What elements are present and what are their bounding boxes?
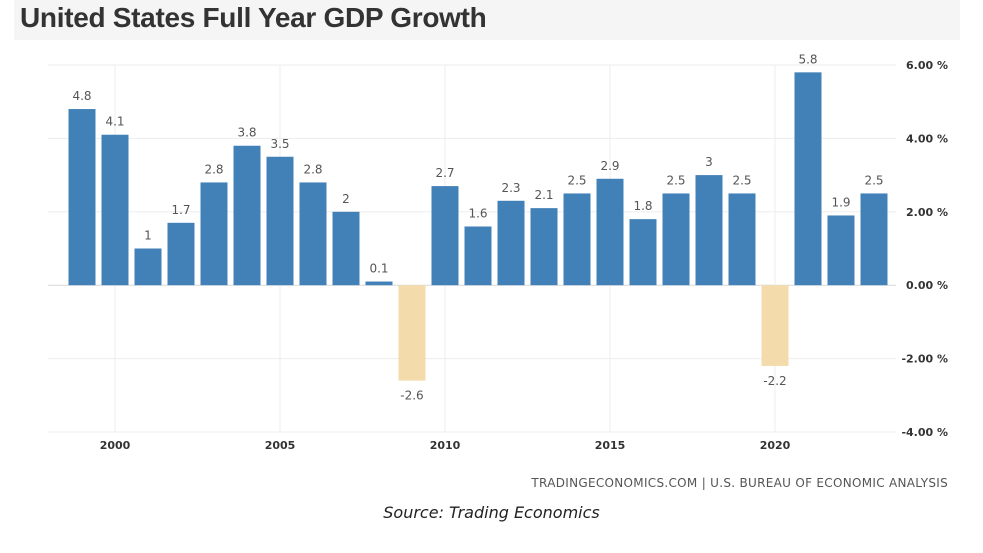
y-tick-label: -2.00 %	[901, 353, 948, 366]
bar-value-label: 2.8	[204, 162, 223, 176]
bar	[464, 226, 492, 286]
bar-value-label: 2.5	[666, 173, 685, 187]
bar-value-label: 3.8	[237, 126, 256, 140]
bar	[662, 193, 690, 286]
bar-value-label: 2.9	[600, 159, 619, 173]
bar	[629, 219, 657, 286]
bar-value-label: 1	[144, 229, 152, 243]
y-tick-label: 4.00 %	[906, 132, 948, 145]
bar-value-label: 1.9	[831, 195, 850, 209]
bar-value-label: 3	[705, 155, 713, 169]
bar	[266, 156, 294, 286]
bar-value-label: 5.8	[798, 52, 817, 66]
bar	[101, 134, 129, 286]
bar	[794, 72, 822, 286]
bar	[365, 281, 393, 286]
x-tick-label: 2015	[595, 439, 626, 452]
y-tick-label: 6.00 %	[906, 59, 948, 72]
chart-title: United States Full Year GDP Growth	[20, 2, 487, 33]
x-axis: 2000 2005 2010 2015 2020	[100, 439, 791, 452]
bar-value-label: 3.5	[270, 137, 289, 151]
bar-value-label: 1.8	[633, 199, 652, 213]
bar	[860, 193, 888, 286]
bar-value-label: 2.5	[864, 173, 883, 187]
bar	[728, 193, 756, 286]
bar-value-label: 2.5	[732, 173, 751, 187]
bar-value-label: 1.6	[468, 206, 487, 220]
bar-value-label: 2.5	[567, 173, 586, 187]
y-tick-label: 0.00 %	[906, 279, 948, 292]
bar	[761, 285, 789, 366]
y-tick-label: 2.00 %	[906, 206, 948, 219]
title-bar: United States Full Year GDP Growth	[14, 0, 960, 40]
bar	[827, 215, 855, 286]
bar-value-label: 2.3	[501, 181, 520, 195]
bar	[563, 193, 591, 286]
bar	[167, 222, 195, 286]
bar	[497, 200, 525, 286]
bar	[695, 175, 723, 286]
bar	[596, 178, 624, 286]
bar-value-label: 4.1	[105, 115, 124, 129]
bar	[134, 248, 162, 286]
y-tick-label: -4.00 %	[901, 426, 948, 439]
bar	[68, 109, 96, 286]
chart-credit: TRADINGECONOMICS.COM | U.S. BUREAU OF EC…	[530, 476, 948, 490]
bar-chart: 4.8 4.1 1 1.7 2.8 3.8 3.5 2.8 2 0.1 -2.6 2.7 1.6 2.3 2…	[48, 52, 948, 490]
bar-value-label: 4.8	[72, 89, 91, 103]
bar-labels: 4.8 4.1 1 1.7 2.8 3.8 3.5 2.8 2 0.1 -2.6 2.7 1.6 2.3 2…	[72, 52, 883, 402]
bar-value-label: 0.1	[369, 262, 388, 276]
bar	[299, 182, 327, 286]
bar-value-label: -2.6	[400, 389, 423, 403]
bar-value-label: 2	[342, 192, 350, 206]
bars	[68, 72, 888, 381]
x-tick-label: 2005	[265, 439, 296, 452]
y-axis: 6.00 % 4.00 % 2.00 % 0.00 % -2.00 % -4.00 %	[901, 59, 948, 439]
bar-value-label: 2.8	[303, 162, 322, 176]
source-caption: Source: Trading Economics	[383, 503, 600, 522]
bar-value-label: 1.7	[171, 203, 190, 217]
bar	[332, 211, 360, 286]
bar	[233, 145, 261, 286]
bar	[200, 182, 228, 286]
bar-value-label: -2.2	[763, 374, 786, 388]
x-tick-label: 2000	[100, 439, 131, 452]
bar-value-label: 2.1	[534, 188, 553, 202]
bar	[530, 208, 558, 286]
x-tick-label: 2010	[430, 439, 461, 452]
bar	[431, 186, 459, 286]
bar-value-label: 2.7	[435, 166, 454, 180]
bar	[398, 285, 426, 381]
x-tick-label: 2020	[760, 439, 791, 452]
